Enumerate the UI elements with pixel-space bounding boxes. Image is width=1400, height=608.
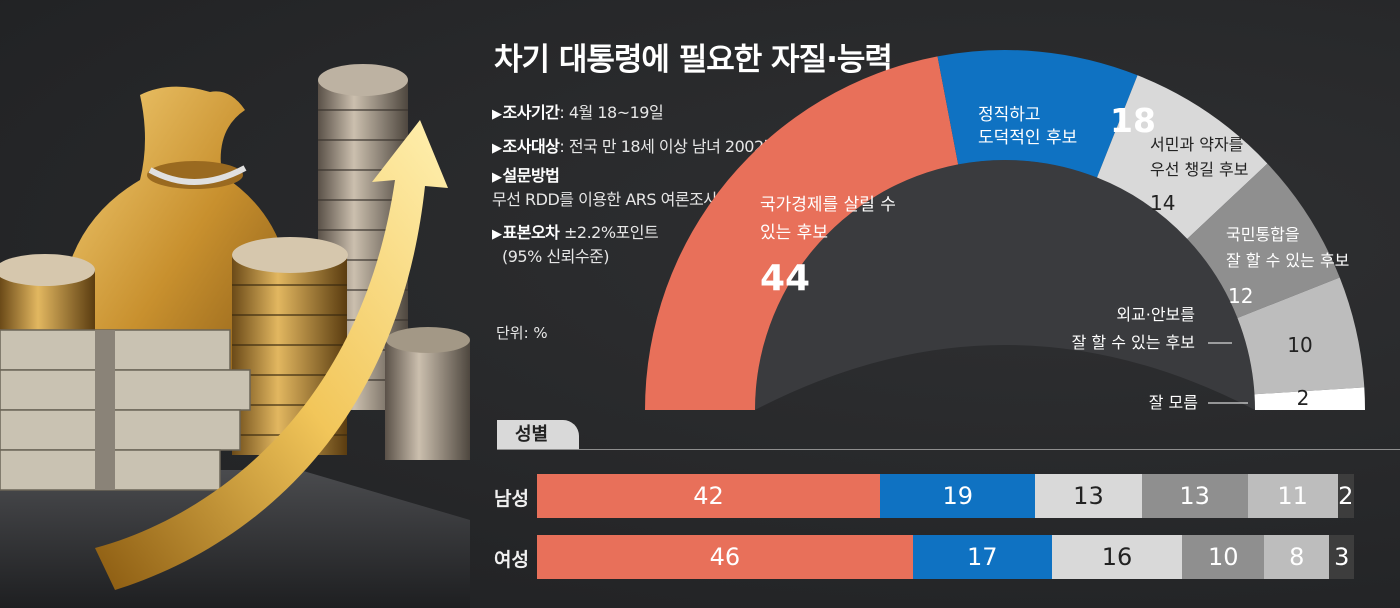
stacked-bar-women: 46 17 16 10 8 3	[537, 535, 1354, 579]
label-diplomacy-line1: 외교·안보를	[1116, 305, 1195, 324]
label-ethics-line1: 정직하고	[978, 105, 1041, 125]
triangle-bullet-icon: ▶	[492, 141, 502, 156]
row-label-men: 남성	[494, 488, 529, 510]
gender-tab: 성별	[497, 420, 579, 450]
arch-segment-economy	[645, 56, 959, 411]
label-economy-line1: 국가경제를 살릴 수	[760, 195, 896, 215]
label-unity-line1: 국민통합을	[1226, 225, 1300, 244]
chart-title: 차기 대통령에 필요한 자질·능력	[494, 42, 893, 78]
stacked-bar-men: 42 19 13 13 11 2	[537, 474, 1354, 518]
label-diplomacy-line2: 잘 할 수 있는 후보	[1072, 333, 1195, 352]
money-growth-illustration	[0, 64, 470, 608]
survey-period: ▶조사기간: 4월 18~19일	[492, 103, 664, 122]
arch-inner-shadow	[755, 160, 1255, 410]
bar-segment-men-economy: 42	[537, 474, 881, 518]
survey-method-value: 무선 RDD를 이용한 ARS 여론조사	[492, 190, 718, 209]
label-dontknow: 잘 모름	[1149, 393, 1198, 412]
value-economy: 44	[760, 258, 810, 299]
triangle-bullet-icon: ▶	[492, 107, 502, 122]
bar-segment-men-ethics: 19	[880, 474, 1036, 518]
bar-segment-women-economy: 46	[537, 535, 913, 579]
triangle-bullet-icon: ▶	[492, 227, 502, 242]
bar-segment-men-unity: 13	[1141, 474, 1248, 518]
value-unity: 12	[1228, 284, 1253, 308]
triangle-bullet-icon: ▶	[492, 170, 502, 185]
label-economy-line2: 있는 후보	[760, 223, 828, 243]
bar-segment-men-common: 13	[1035, 474, 1142, 518]
label-common-line2: 우선 챙길 후보	[1150, 160, 1249, 179]
value-ethics: 18	[1110, 101, 1156, 140]
bar-segment-women-common: 16	[1051, 535, 1183, 579]
confidence-level: (95% 신뢰수준)	[502, 247, 610, 266]
value-common: 14	[1150, 191, 1175, 215]
unit-label: 단위: %	[496, 324, 548, 342]
tab-divider	[497, 449, 1400, 450]
value-diplomacy: 10	[1287, 333, 1312, 357]
arch-segment-ethics	[937, 50, 1138, 178]
label-unity-line2: 잘 할 수 있는 후보	[1226, 251, 1349, 270]
bar-segment-women-dontknow: 3	[1329, 535, 1354, 579]
bar-segment-women-unity: 10	[1182, 535, 1265, 579]
arch-segment-common	[1097, 75, 1268, 239]
bar-segment-women-diplomacy: 8	[1264, 535, 1330, 579]
arch-segment-diplomacy	[1237, 277, 1365, 395]
survey-target: ▶조사대상: 전국 만 18세 이상 남녀 2002명	[492, 137, 778, 156]
arch-segment-dontknow	[1254, 387, 1365, 410]
bar-segment-men-diplomacy: 11	[1247, 474, 1338, 518]
label-common-line1: 서민과 약자를	[1150, 135, 1243, 154]
survey-method-label: ▶설문방법	[492, 166, 560, 185]
bar-segment-women-ethics: 17	[912, 535, 1052, 579]
row-label-women: 여성	[494, 549, 529, 571]
value-dontknow: 2	[1297, 386, 1310, 410]
margin-of-error: ▶표본오차 ±2.2%포인트	[492, 223, 659, 242]
arch-segment-unity	[1187, 163, 1340, 318]
bar-segment-men-dontknow: 2	[1337, 474, 1354, 518]
label-ethics-line2: 도덕적인 후보	[978, 128, 1077, 148]
